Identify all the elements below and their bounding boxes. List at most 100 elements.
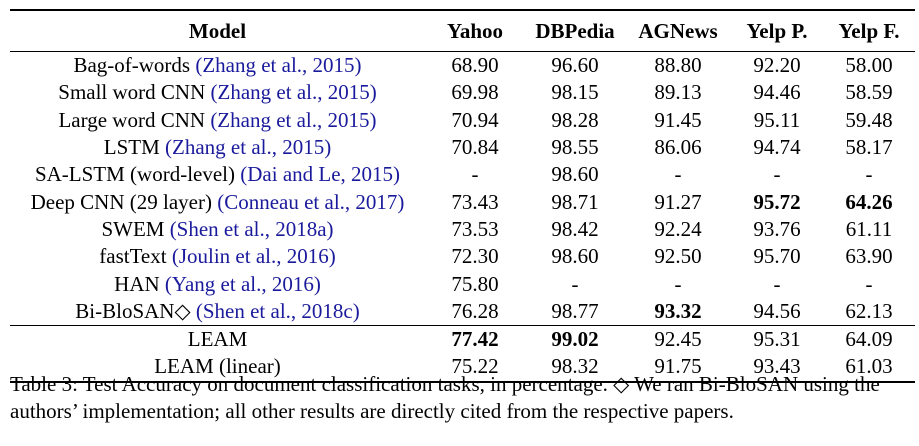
model-name: HAN — [114, 271, 160, 296]
score-cell: 98.71 — [551, 189, 599, 214]
model-name: SWEM — [101, 216, 165, 241]
score-cell: 77.42 — [425, 324, 525, 354]
model-cell: Bi-BloSAN◇ (Shen et al., 2018c) — [10, 298, 425, 326]
score-cell: 70.94 — [451, 107, 499, 132]
table-row: SWEM (Shen et al., 2018a) 73.53 98.42 92.24… — [10, 216, 915, 243]
score-cell: 73.53 — [451, 216, 499, 241]
model-name: Small word CNN — [58, 80, 206, 105]
score-cell: 72.30 — [451, 244, 499, 269]
score-cell: 93.32 — [654, 298, 702, 323]
model-name: LSTM — [103, 135, 160, 160]
score-cell: - — [773, 162, 781, 187]
score-cell: 58.17 — [845, 135, 893, 160]
score-cell: - — [773, 271, 781, 296]
citation-link[interactable]: (Dai and Le, 2015) — [240, 162, 401, 187]
score-cell: 89.13 — [654, 80, 702, 105]
model-name: Large word CNN — [58, 107, 206, 132]
caption-line-1: Table 3: Test Accuracy on document class… — [10, 372, 880, 396]
table-row: LEAM 77.42 99.02 92.45 95.31 64.09 — [10, 324, 915, 354]
citation-link[interactable]: (Zhang et al., 2015) — [210, 107, 377, 132]
citation-link[interactable]: (Zhang et al., 2015) — [165, 135, 332, 160]
score-cell: - — [674, 271, 682, 296]
header-model: Model — [10, 9, 425, 52]
score-cell: 94.56 — [753, 298, 801, 323]
table-caption: Table 3: Test Accuracy on document class… — [10, 371, 915, 425]
model-name: fastText — [99, 244, 167, 269]
score-cell: 68.90 — [451, 53, 499, 78]
header-agnews: AGNews — [625, 9, 731, 52]
citation-link[interactable]: (Joulin et al., 2016) — [171, 244, 336, 269]
citation-link[interactable]: (Yang et al., 2016) — [164, 271, 321, 296]
score-cell: 62.13 — [845, 298, 893, 323]
score-cell: 70.84 — [451, 135, 499, 160]
model-cell: Deep CNN (29 layer) (Conneau et al., 201… — [10, 188, 425, 215]
caption-line-2: authors’ implementation; all other resul… — [10, 399, 734, 423]
score-cell: 91.75 — [625, 353, 731, 383]
score-cell: 63.90 — [845, 244, 893, 269]
score-cell: 76.28 — [451, 298, 499, 323]
citation-link[interactable]: (Shen et al., 2018c) — [195, 298, 360, 323]
results-table: Model Yahoo DBPedia AGNews Yelp P. Yelp … — [10, 9, 915, 383]
model-name: LEAM (linear) — [154, 354, 281, 379]
score-cell: 98.60 — [551, 244, 599, 269]
model-name: Deep CNN (29 layer) — [30, 189, 212, 214]
citation-link[interactable]: (Conneau et al., 2017) — [217, 189, 405, 214]
table-row: LSTM (Zhang et al., 2015) 70.84 98.55 86.06… — [10, 134, 915, 161]
score-cell: - — [471, 162, 479, 187]
model-cell: SA-LSTM (word-level) (Dai and Le, 2015) — [10, 161, 425, 188]
model-cell: fastText (Joulin et al., 2016) — [10, 243, 425, 270]
score-cell: 94.46 — [753, 80, 801, 105]
score-cell: 61.03 — [823, 353, 915, 383]
score-cell: 64.26 — [845, 189, 893, 214]
score-cell: 92.20 — [753, 53, 801, 78]
model-name: Bag-of-words — [73, 53, 191, 78]
score-cell: - — [571, 271, 579, 296]
score-cell: 91.27 — [654, 189, 702, 214]
table-row: Small word CNN (Zhang et al., 2015) 69.98… — [10, 79, 915, 106]
header-yelp-p: Yelp P. — [731, 9, 823, 52]
score-cell: - — [865, 271, 873, 296]
table-row: Bi-BloSAN◇ (Shen et al., 2018c) 76.28 98.7… — [10, 298, 915, 326]
header-dbpedia: DBPedia — [525, 9, 625, 52]
model-cell: Small word CNN (Zhang et al., 2015) — [10, 79, 425, 106]
header-yelp-f: Yelp F. — [823, 9, 915, 52]
score-cell: 93.43 — [731, 353, 823, 383]
score-cell: 61.11 — [845, 216, 893, 241]
score-cell: 94.74 — [753, 135, 801, 160]
score-cell: 92.50 — [654, 244, 702, 269]
citation-link[interactable]: (Zhang et al., 2015) — [195, 53, 362, 78]
model-cell: LSTM (Zhang et al., 2015) — [10, 134, 425, 161]
citation-link[interactable]: (Shen et al., 2018a) — [169, 216, 334, 241]
score-cell: 92.24 — [654, 216, 702, 241]
score-cell: 58.00 — [845, 53, 893, 78]
score-cell: - — [865, 162, 873, 187]
table-header-row: Model Yahoo DBPedia AGNews Yelp P. Yelp … — [10, 9, 915, 52]
score-cell: 95.31 — [731, 324, 823, 354]
model-name: SA-LSTM (word-level) — [34, 162, 235, 187]
score-cell: 95.72 — [753, 189, 801, 214]
model-cell: LEAM — [10, 324, 425, 354]
score-cell: 58.59 — [845, 80, 893, 105]
score-cell: 99.02 — [525, 324, 625, 354]
score-cell: 95.11 — [753, 107, 801, 132]
table-row: Bag-of-words (Zhang et al., 2015) 68.90 96… — [10, 52, 915, 80]
table-body: Bag-of-words (Zhang et al., 2015) 68.90 96… — [10, 52, 915, 383]
model-cell: HAN (Yang et al., 2016) — [10, 270, 425, 297]
score-cell: 93.76 — [753, 216, 801, 241]
score-cell: 98.15 — [551, 80, 599, 105]
score-cell: 75.80 — [451, 271, 499, 296]
header-yahoo: Yahoo — [425, 9, 525, 52]
score-cell: 98.42 — [551, 216, 599, 241]
citation-link[interactable]: (Zhang et al., 2015) — [210, 80, 377, 105]
table-row: Large word CNN (Zhang et al., 2015) 70.94… — [10, 107, 915, 134]
score-cell: 91.45 — [654, 107, 702, 132]
model-cell: LEAM (linear) — [10, 353, 425, 383]
model-name: LEAM — [187, 327, 248, 352]
model-cell: Large word CNN (Zhang et al., 2015) — [10, 107, 425, 134]
model-cell: Bag-of-words (Zhang et al., 2015) — [10, 52, 425, 80]
score-cell: 73.43 — [451, 189, 499, 214]
score-cell: 98.32 — [525, 353, 625, 383]
table-row: fastText (Joulin et al., 2016) 72.30 98.60… — [10, 243, 915, 270]
score-cell: - — [674, 162, 682, 187]
score-cell: 96.60 — [551, 53, 599, 78]
